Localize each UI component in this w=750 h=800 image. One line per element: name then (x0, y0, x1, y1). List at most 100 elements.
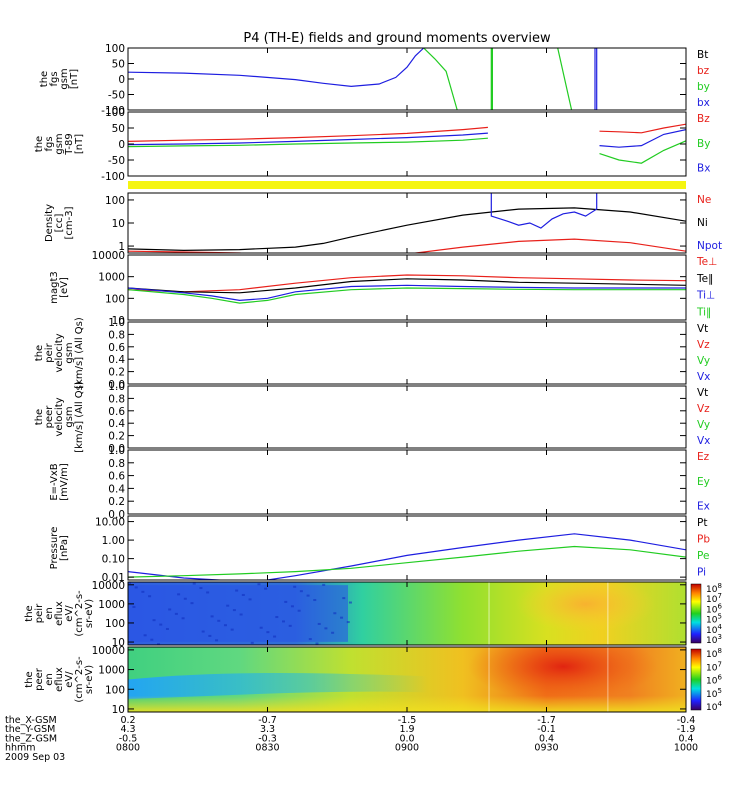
ylabel-line: the (34, 409, 45, 425)
y-tick-label: 50 (112, 59, 125, 71)
panel-fgs: -100 -50 0 50 100 the fgs gsm [nT] Bt bz by bx (39, 43, 710, 117)
efield-ylabel: E=-VxB [mV/m] (49, 463, 70, 501)
y-tick-label: 1000 (98, 272, 125, 284)
legend-label: bz (697, 65, 710, 77)
footer-row-value: 0830 (255, 743, 279, 754)
footer-row-value: 3.3 (260, 724, 275, 735)
y-tick-label: 0.01 (102, 572, 125, 584)
y-tick-label: 100 (105, 107, 125, 119)
colorbar-scale (690, 583, 702, 644)
legend-label: bx (697, 97, 710, 109)
legend-label: Ey (697, 476, 710, 488)
colorbar-tick-label: 107 (706, 592, 722, 605)
ylabel-line: peer (34, 667, 45, 691)
density-legend: Ne Ni Npot (697, 194, 722, 252)
series-line-Ne (128, 238, 686, 253)
peer_velocity-legend: Vt Vz Vy Vx (697, 387, 710, 447)
series-line-bx (128, 48, 425, 88)
y-tick-label: 1.00 (102, 535, 125, 547)
y-tick-label: 0.6 (108, 342, 125, 354)
temperature-legend: Te⊥ Te‖ Ti⊥ Ti‖ (696, 256, 717, 319)
ylabel-line: sr-eV) (84, 599, 95, 628)
peir_spectrogram-ylabel: the peir en eflux eV/(cm^2-s-sr-eV) (24, 590, 95, 637)
colorbar-tick-label: 104 (706, 623, 722, 636)
density-ylabel: Density [cc] [cm-3] (44, 204, 75, 242)
ylabel-line: Density (44, 204, 55, 242)
colorbar-tick-label: 108 (706, 582, 722, 595)
footer-row-value: -0.7 (258, 715, 277, 726)
fgs_tail-plot-area (128, 123, 686, 164)
y-tick-label: 10000 (92, 580, 125, 592)
colorbar-tick-label: 104 (706, 700, 722, 713)
ylabel-line: eflux (54, 667, 65, 692)
y-tick-label: 100 (105, 195, 125, 207)
series-line-By (599, 140, 686, 164)
y-tick-label: 1.0 (108, 317, 125, 329)
y-tick-label: 100 (105, 43, 125, 55)
footer-row-value: -0.5 (119, 733, 138, 744)
colorbar-tick-label: 106 (706, 674, 722, 687)
series-line-Ti⊥ (128, 284, 686, 302)
pressure-legend: Pt Pb Pe Pi (697, 517, 710, 579)
y-tick-label: 0.0 (108, 509, 125, 521)
footer-row-label: hhmm (5, 743, 36, 754)
ylabel-line: fgs (49, 71, 60, 86)
ylabel-line: [cc] (54, 214, 65, 233)
legend-label: Ti⊥ (696, 290, 715, 302)
ylabel-line: (cm^2-s- (74, 656, 85, 703)
y-tick-label: 0.6 (108, 471, 125, 483)
ylabel-line: the (24, 605, 35, 621)
series-line-by (423, 48, 458, 110)
y-tick-label: -100 (101, 171, 125, 183)
peer_velocity-ylabel: the peer velocity gsm [km/s] (All Qs) (34, 381, 85, 453)
ylabel-line: eV/ (64, 671, 75, 688)
pressure-plot-area (128, 533, 686, 580)
footer-row-value: 0.0 (399, 733, 414, 744)
ylabel-line: peir (34, 603, 45, 623)
ylabel-line: peir (44, 342, 55, 362)
footer-row-label: the_X-GSM (5, 715, 57, 726)
ylabel-line: peer (44, 405, 55, 429)
footer-row-value: -1.5 (398, 715, 417, 726)
y-tick-label: 100 (105, 618, 125, 630)
legend-label: Npot (697, 240, 722, 252)
ylabel-line: [eV] (59, 277, 70, 298)
footer-row-label: the_Z-GSM (5, 733, 57, 744)
y-tick-label: 100 (105, 684, 125, 696)
y-tick-label: 1.0 (108, 445, 125, 457)
fgs-legend: Bt bz by bx (697, 49, 710, 109)
y-tick-label: 0 (118, 74, 125, 86)
y-tick-label: 1.0 (108, 381, 125, 393)
legend-label: Vz (697, 403, 710, 415)
peir_velocity-legend: Vt Vz Vy Vx (697, 323, 710, 383)
ylabel-line: en (44, 607, 55, 620)
footer-row-value: -0.4 (677, 715, 696, 726)
series-line-Bx (599, 129, 686, 148)
ylabel-line: en (44, 673, 55, 686)
ylabel-line: eflux (54, 601, 65, 626)
colorbar-tick-label: 106 (706, 602, 722, 615)
peer_spectrogram-image (128, 647, 686, 712)
ylabel-line: E=-VxB (49, 463, 60, 500)
series-line-Te⊥ (128, 274, 686, 293)
ylabel-line: [km/s] (All Qs) (74, 381, 85, 453)
legend-label: Ti‖ (696, 307, 711, 319)
pressure-ylabel: Pressure [nPa] (49, 527, 70, 570)
footer-row-value: -1.9 (677, 724, 696, 735)
series-line-Pi (128, 533, 686, 580)
y-tick-label: 50 (112, 123, 125, 135)
legend-label: Pb (697, 534, 710, 546)
footer-row: the_Y-GSM 4.3 3.3 1.9 -0.1 -1.9 (5, 724, 695, 735)
legend-label: Ez (697, 451, 710, 463)
ylabel-line: Pressure (49, 527, 60, 570)
peir_spectrogram-image (128, 582, 686, 645)
legend-label: Bx (697, 163, 710, 175)
peer_velocity-frame (127, 385, 687, 449)
series-line-Te‖ (128, 278, 686, 294)
fgs_tail-legend: Bz By Bx (697, 113, 710, 175)
footer-row: the_X-GSM 0.2 -0.7 -1.5 -1.7 -0.4 (5, 715, 695, 726)
y-tick-label: 0.2 (108, 367, 125, 379)
